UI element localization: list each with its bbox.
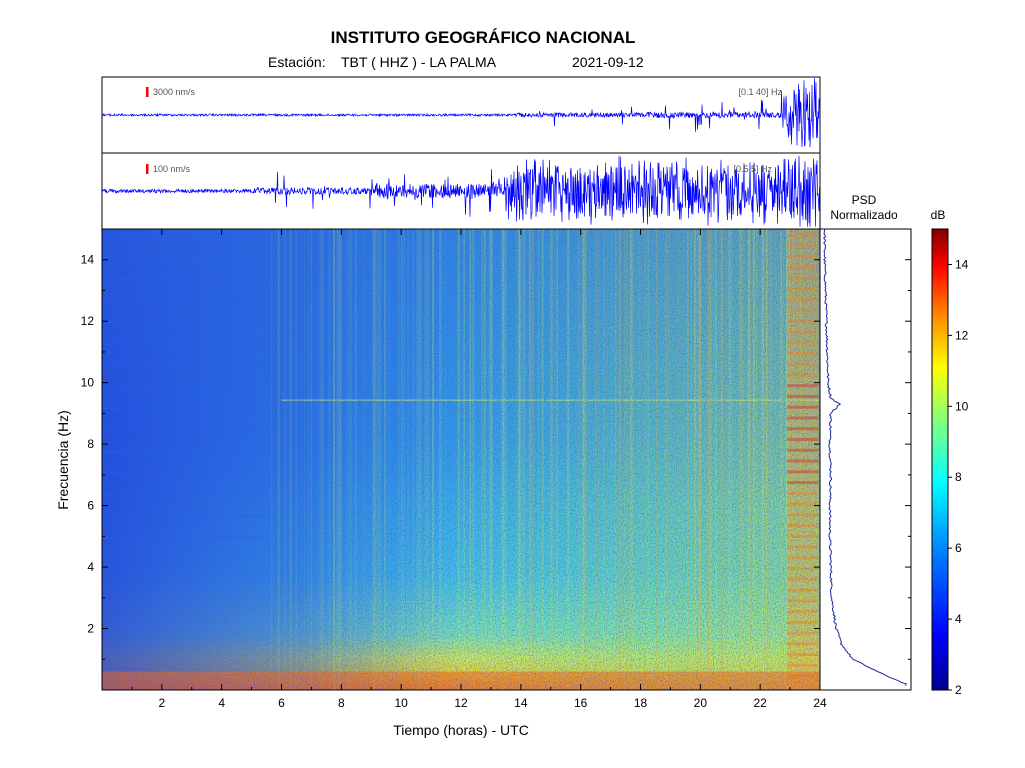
x-axis-label: Tiempo (horas) - UTC: [393, 722, 529, 738]
colorbar-tick-label: 8: [955, 470, 962, 484]
x-tick-label: 10: [394, 696, 408, 710]
psd-curve: [822, 228, 908, 686]
x-tick-label: 4: [218, 696, 225, 710]
y-tick-label: 4: [87, 560, 94, 574]
colorbar-tick-label: 6: [955, 541, 962, 555]
x-tick-label: 6: [278, 696, 285, 710]
y-axis-label: Frecuencia (Hz): [55, 410, 71, 510]
x-tick-label: 24: [813, 696, 827, 710]
y-tick-label: 2: [87, 622, 94, 636]
x-tick-label: 8: [338, 696, 345, 710]
trace-1-band: [0.1 40] Hz: [738, 87, 782, 97]
scale-bar-2: [146, 164, 149, 174]
psd-panel: [819, 228, 912, 691]
trace-panel-2: 100 nm/s [0.5 5] Hz: [101, 152, 821, 230]
spectrogram: [101, 228, 821, 691]
colorbar: 2 4 6 8 10 12 14: [931, 228, 969, 697]
x-axis: 2 4 6 8 10 12 14 16 18 20 22 24: [131, 229, 827, 710]
colorbar-tick-label: 2: [955, 683, 962, 697]
x-tick-label: 22: [753, 696, 767, 710]
trace-panel-1: 3000 nm/s [0.1 40] Hz: [101, 76, 821, 154]
colorbar-tick-label: 14: [955, 257, 969, 271]
y-tick-label: 8: [87, 437, 94, 451]
colorbar-tick-label: 10: [955, 399, 969, 413]
x-tick-label: 16: [574, 696, 588, 710]
station-value: TBT ( HHZ ) - LA PALMA: [341, 54, 497, 70]
trace-2-scale: 100 nm/s: [153, 164, 191, 174]
psd-subtitle: Normalizado: [830, 208, 898, 222]
y-tick-label: 14: [81, 253, 95, 267]
y-tick-label: 6: [87, 499, 94, 513]
y-tick-label: 12: [81, 314, 95, 328]
colorbar-tick-label: 12: [955, 328, 969, 342]
colorbar-tick-label: 4: [955, 612, 962, 626]
station-label: Estación:: [268, 54, 326, 70]
y-tick-label: 10: [81, 376, 95, 390]
x-tick-label: 14: [514, 696, 528, 710]
x-tick-label: 2: [158, 696, 165, 710]
x-tick-label: 20: [694, 696, 708, 710]
psd-title: PSD: [852, 193, 877, 207]
date-label: 2021-09-12: [572, 54, 644, 70]
x-tick-label: 18: [634, 696, 648, 710]
scale-bar-1: [146, 87, 149, 97]
x-tick-label: 12: [454, 696, 468, 710]
trace-1-scale: 3000 nm/s: [153, 87, 196, 97]
figure-title: INSTITUTO GEOGRÁFICO NACIONAL: [331, 28, 636, 47]
y-axis: 2 4 6 8 10 12 14: [81, 253, 820, 660]
trace-2-band: [0.5 5] Hz: [733, 164, 772, 174]
colorbar-unit: dB: [931, 208, 946, 222]
